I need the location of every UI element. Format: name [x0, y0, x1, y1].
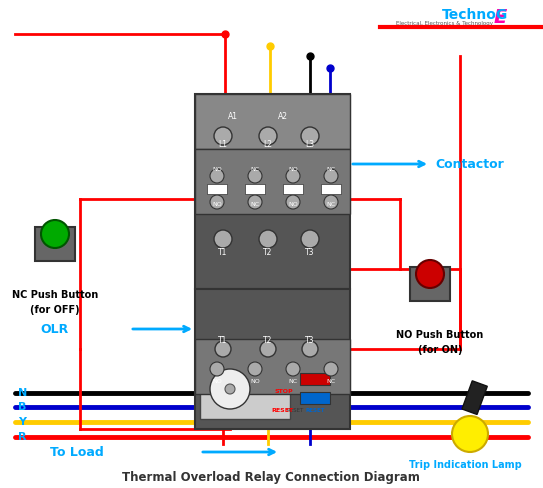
- Text: Trip Indication Lamp: Trip Indication Lamp: [409, 459, 521, 469]
- Text: NC: NC: [326, 167, 336, 172]
- FancyBboxPatch shape: [195, 95, 350, 150]
- Text: OLR: OLR: [40, 323, 68, 336]
- Text: A1: A1: [228, 112, 238, 121]
- Text: NC: NC: [326, 202, 336, 207]
- FancyBboxPatch shape: [195, 289, 350, 429]
- Circle shape: [286, 196, 300, 209]
- Text: Thermal Overload Relay Connection Diagram: Thermal Overload Relay Connection Diagra…: [122, 470, 420, 484]
- Circle shape: [452, 416, 488, 452]
- FancyBboxPatch shape: [195, 339, 350, 394]
- Text: T1: T1: [218, 336, 228, 345]
- Text: To Load: To Load: [50, 446, 104, 459]
- Text: Contactor: Contactor: [435, 158, 504, 171]
- Circle shape: [214, 128, 232, 146]
- Text: T2: T2: [263, 248, 273, 257]
- Text: NC Push Button: NC Push Button: [12, 289, 98, 299]
- Circle shape: [225, 384, 235, 394]
- Text: T2: T2: [263, 336, 273, 345]
- Text: (for ON): (for ON): [418, 345, 462, 354]
- Circle shape: [210, 196, 224, 209]
- Circle shape: [286, 170, 300, 183]
- Bar: [300, 373, 330, 385]
- Text: B: B: [18, 402, 27, 411]
- Text: NO: NO: [212, 167, 222, 172]
- Text: T3: T3: [305, 248, 315, 257]
- Circle shape: [324, 362, 338, 376]
- Circle shape: [416, 261, 444, 288]
- Text: NC: NC: [326, 379, 336, 384]
- Circle shape: [302, 341, 318, 357]
- Circle shape: [324, 196, 338, 209]
- Text: RESET: RESET: [286, 407, 304, 413]
- Circle shape: [260, 341, 276, 357]
- Circle shape: [248, 196, 262, 209]
- Text: NC: NC: [250, 202, 260, 207]
- Text: NO: NO: [250, 379, 260, 384]
- Text: NO: NO: [212, 202, 222, 207]
- Text: NO: NO: [288, 202, 298, 207]
- Text: NC: NC: [288, 379, 298, 384]
- Circle shape: [248, 362, 262, 376]
- Circle shape: [324, 170, 338, 183]
- Text: TechnoG: TechnoG: [442, 8, 508, 22]
- Text: RESET: RESET: [271, 407, 293, 413]
- Text: T3: T3: [305, 336, 315, 345]
- Circle shape: [214, 230, 232, 248]
- Text: N: N: [18, 387, 27, 397]
- FancyBboxPatch shape: [35, 227, 75, 262]
- Bar: [300, 392, 330, 404]
- Text: (for OFF): (for OFF): [30, 305, 80, 314]
- Text: A2: A2: [278, 112, 288, 121]
- Circle shape: [301, 230, 319, 248]
- Circle shape: [210, 362, 224, 376]
- Circle shape: [210, 369, 250, 409]
- Text: NC: NC: [250, 167, 260, 172]
- Text: L3: L3: [306, 140, 314, 149]
- Bar: [321, 184, 341, 195]
- Circle shape: [259, 128, 277, 146]
- Text: L2: L2: [263, 140, 273, 149]
- Text: NO Push Button: NO Push Button: [396, 329, 484, 339]
- Circle shape: [248, 170, 262, 183]
- Circle shape: [41, 221, 69, 248]
- Circle shape: [286, 362, 300, 376]
- Text: STOP: STOP: [274, 389, 293, 394]
- Text: R: R: [18, 431, 27, 441]
- Text: E: E: [494, 8, 507, 27]
- Circle shape: [215, 341, 231, 357]
- FancyBboxPatch shape: [195, 95, 350, 289]
- Text: Y: Y: [18, 416, 26, 426]
- Bar: [245, 184, 265, 195]
- Text: Electrical, Electronics & Technology: Electrical, Electronics & Technology: [396, 21, 493, 26]
- Text: NO: NO: [212, 379, 222, 384]
- FancyBboxPatch shape: [195, 150, 350, 215]
- Text: RESET: RESET: [305, 407, 325, 413]
- Circle shape: [259, 230, 277, 248]
- Text: T1: T1: [218, 248, 228, 257]
- Bar: [283, 184, 303, 195]
- Circle shape: [210, 170, 224, 183]
- Text: L1: L1: [218, 140, 228, 149]
- FancyBboxPatch shape: [410, 267, 450, 302]
- Bar: [462, 381, 487, 415]
- Bar: [207, 184, 227, 195]
- FancyBboxPatch shape: [200, 364, 290, 419]
- Text: NO: NO: [288, 167, 298, 172]
- Circle shape: [301, 128, 319, 146]
